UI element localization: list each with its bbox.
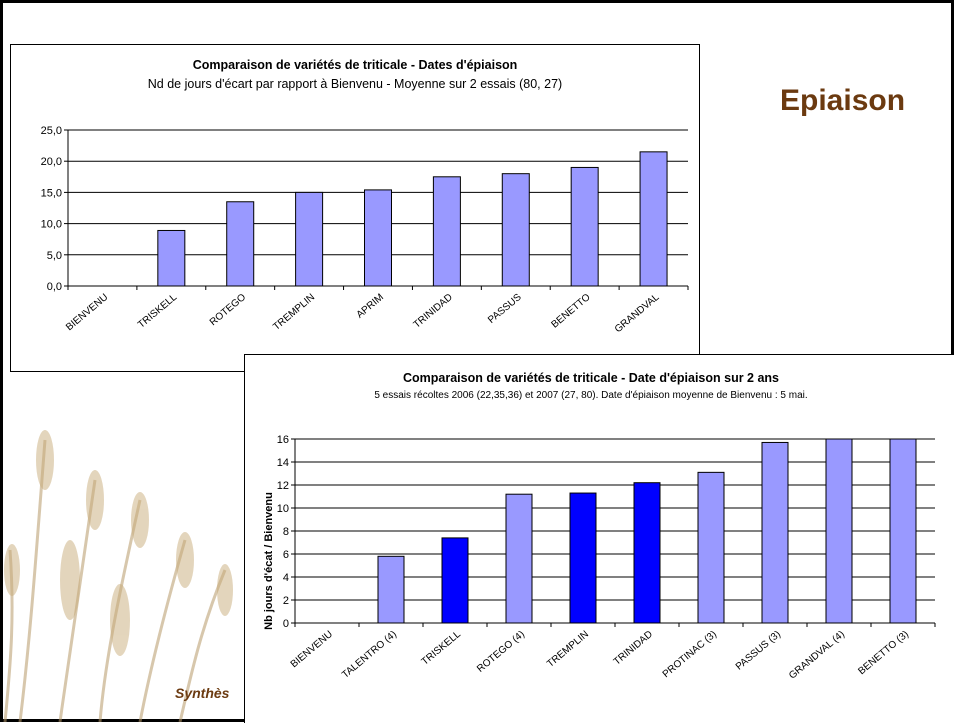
bar-benetto-3- (889, 438, 917, 624)
footer-text: Synthès (175, 685, 230, 701)
chart-2-subtitle: 5 essais récoltes 2006 (22,35,36) et 200… (374, 390, 807, 401)
y-tick-label: 25,0 (41, 125, 62, 137)
y-tick-label: 0 (283, 618, 289, 630)
x-tick-label: TALENTRO (4) (340, 629, 399, 681)
bar-trinidad (633, 482, 661, 624)
chart-1-title: Comparaison de variétés de triticale - D… (193, 58, 518, 72)
bar-triskell (157, 229, 186, 287)
y-tick-label: 10 (277, 503, 289, 515)
x-tick-label: GRANDVAL (4) (787, 629, 847, 682)
chart-2-title: Comparaison de variétés de triticale - D… (403, 371, 779, 385)
bar-passus (501, 173, 530, 287)
y-tick-label: 0,0 (47, 281, 62, 293)
slide-heading: Epiaison (780, 84, 906, 117)
y-tick-label: 6 (283, 549, 289, 561)
x-tick-label: TRISKELL (420, 629, 464, 668)
x-tick-label: TRINIDAD (412, 292, 455, 331)
bar-talentro-4- (377, 555, 405, 624)
x-tick-label: ROTEGO (208, 292, 248, 328)
bar-grandval (639, 151, 668, 287)
chart-epiaison-2-ans: Comparaison de variétés de triticale - D… (244, 354, 954, 723)
bar-grandval-4- (825, 438, 853, 624)
x-tick-label: ROTEGO (4) (475, 629, 527, 675)
y-tick-label: 4 (283, 572, 289, 584)
bar-passus-3- (761, 441, 789, 624)
chart-2-ylabel: Nb jours d'écat / Bienvenu (263, 492, 275, 630)
x-tick-label: TRINIDAD (612, 629, 655, 668)
x-tick-label: BIENVENU (289, 629, 335, 670)
x-tick-label: GRANDVAL (613, 292, 662, 336)
y-tick-label: 16 (277, 434, 289, 446)
bar-rotego-4- (505, 493, 533, 624)
bar-tremplin (569, 492, 597, 624)
x-tick-label: BIENVENU (64, 292, 110, 333)
x-tick-label: PASSUS (486, 292, 524, 326)
y-tick-label: 5,0 (47, 250, 62, 262)
chart-dates-epiaison: Comparaison de variétés de triticale - D… (10, 44, 700, 372)
bar-tremplin (295, 191, 324, 287)
x-tick-label: TREMPLIN (545, 629, 591, 670)
wheat-background-image (3, 430, 233, 722)
chart-1-subtitle: Nd de jours d'écart par rapport à Bienve… (148, 77, 562, 91)
x-tick-label: TRISKELL (136, 292, 180, 331)
x-tick-label: BENETTO (3) (856, 629, 911, 677)
y-tick-label: 10,0 (41, 219, 62, 231)
x-tick-label: BENETTO (549, 292, 592, 331)
x-tick-label: TREMPLIN (271, 292, 317, 333)
bar-rotego (226, 201, 255, 287)
y-tick-label: 20,0 (41, 156, 62, 168)
bar-triskell (441, 537, 469, 624)
y-tick-label: 2 (283, 595, 289, 607)
bar-benetto (570, 166, 599, 287)
chart-2-svg: Comparaison de variétés de triticale - D… (263, 371, 936, 682)
x-tick-label: PROTINAC (3) (661, 629, 719, 680)
y-tick-label: 8 (283, 526, 289, 538)
x-tick-label: PASSUS (3) (734, 629, 783, 673)
bar-aprim (364, 189, 392, 287)
y-tick-label: 12 (277, 480, 289, 492)
y-tick-label: 15,0 (41, 187, 62, 199)
bar-trinidad (432, 176, 461, 287)
x-tick-label: APRIM (355, 292, 386, 321)
y-tick-label: 14 (277, 457, 289, 469)
bar-protinac-3- (697, 471, 725, 624)
chart-1-svg: Comparaison de variétés de triticale - D… (41, 58, 689, 336)
